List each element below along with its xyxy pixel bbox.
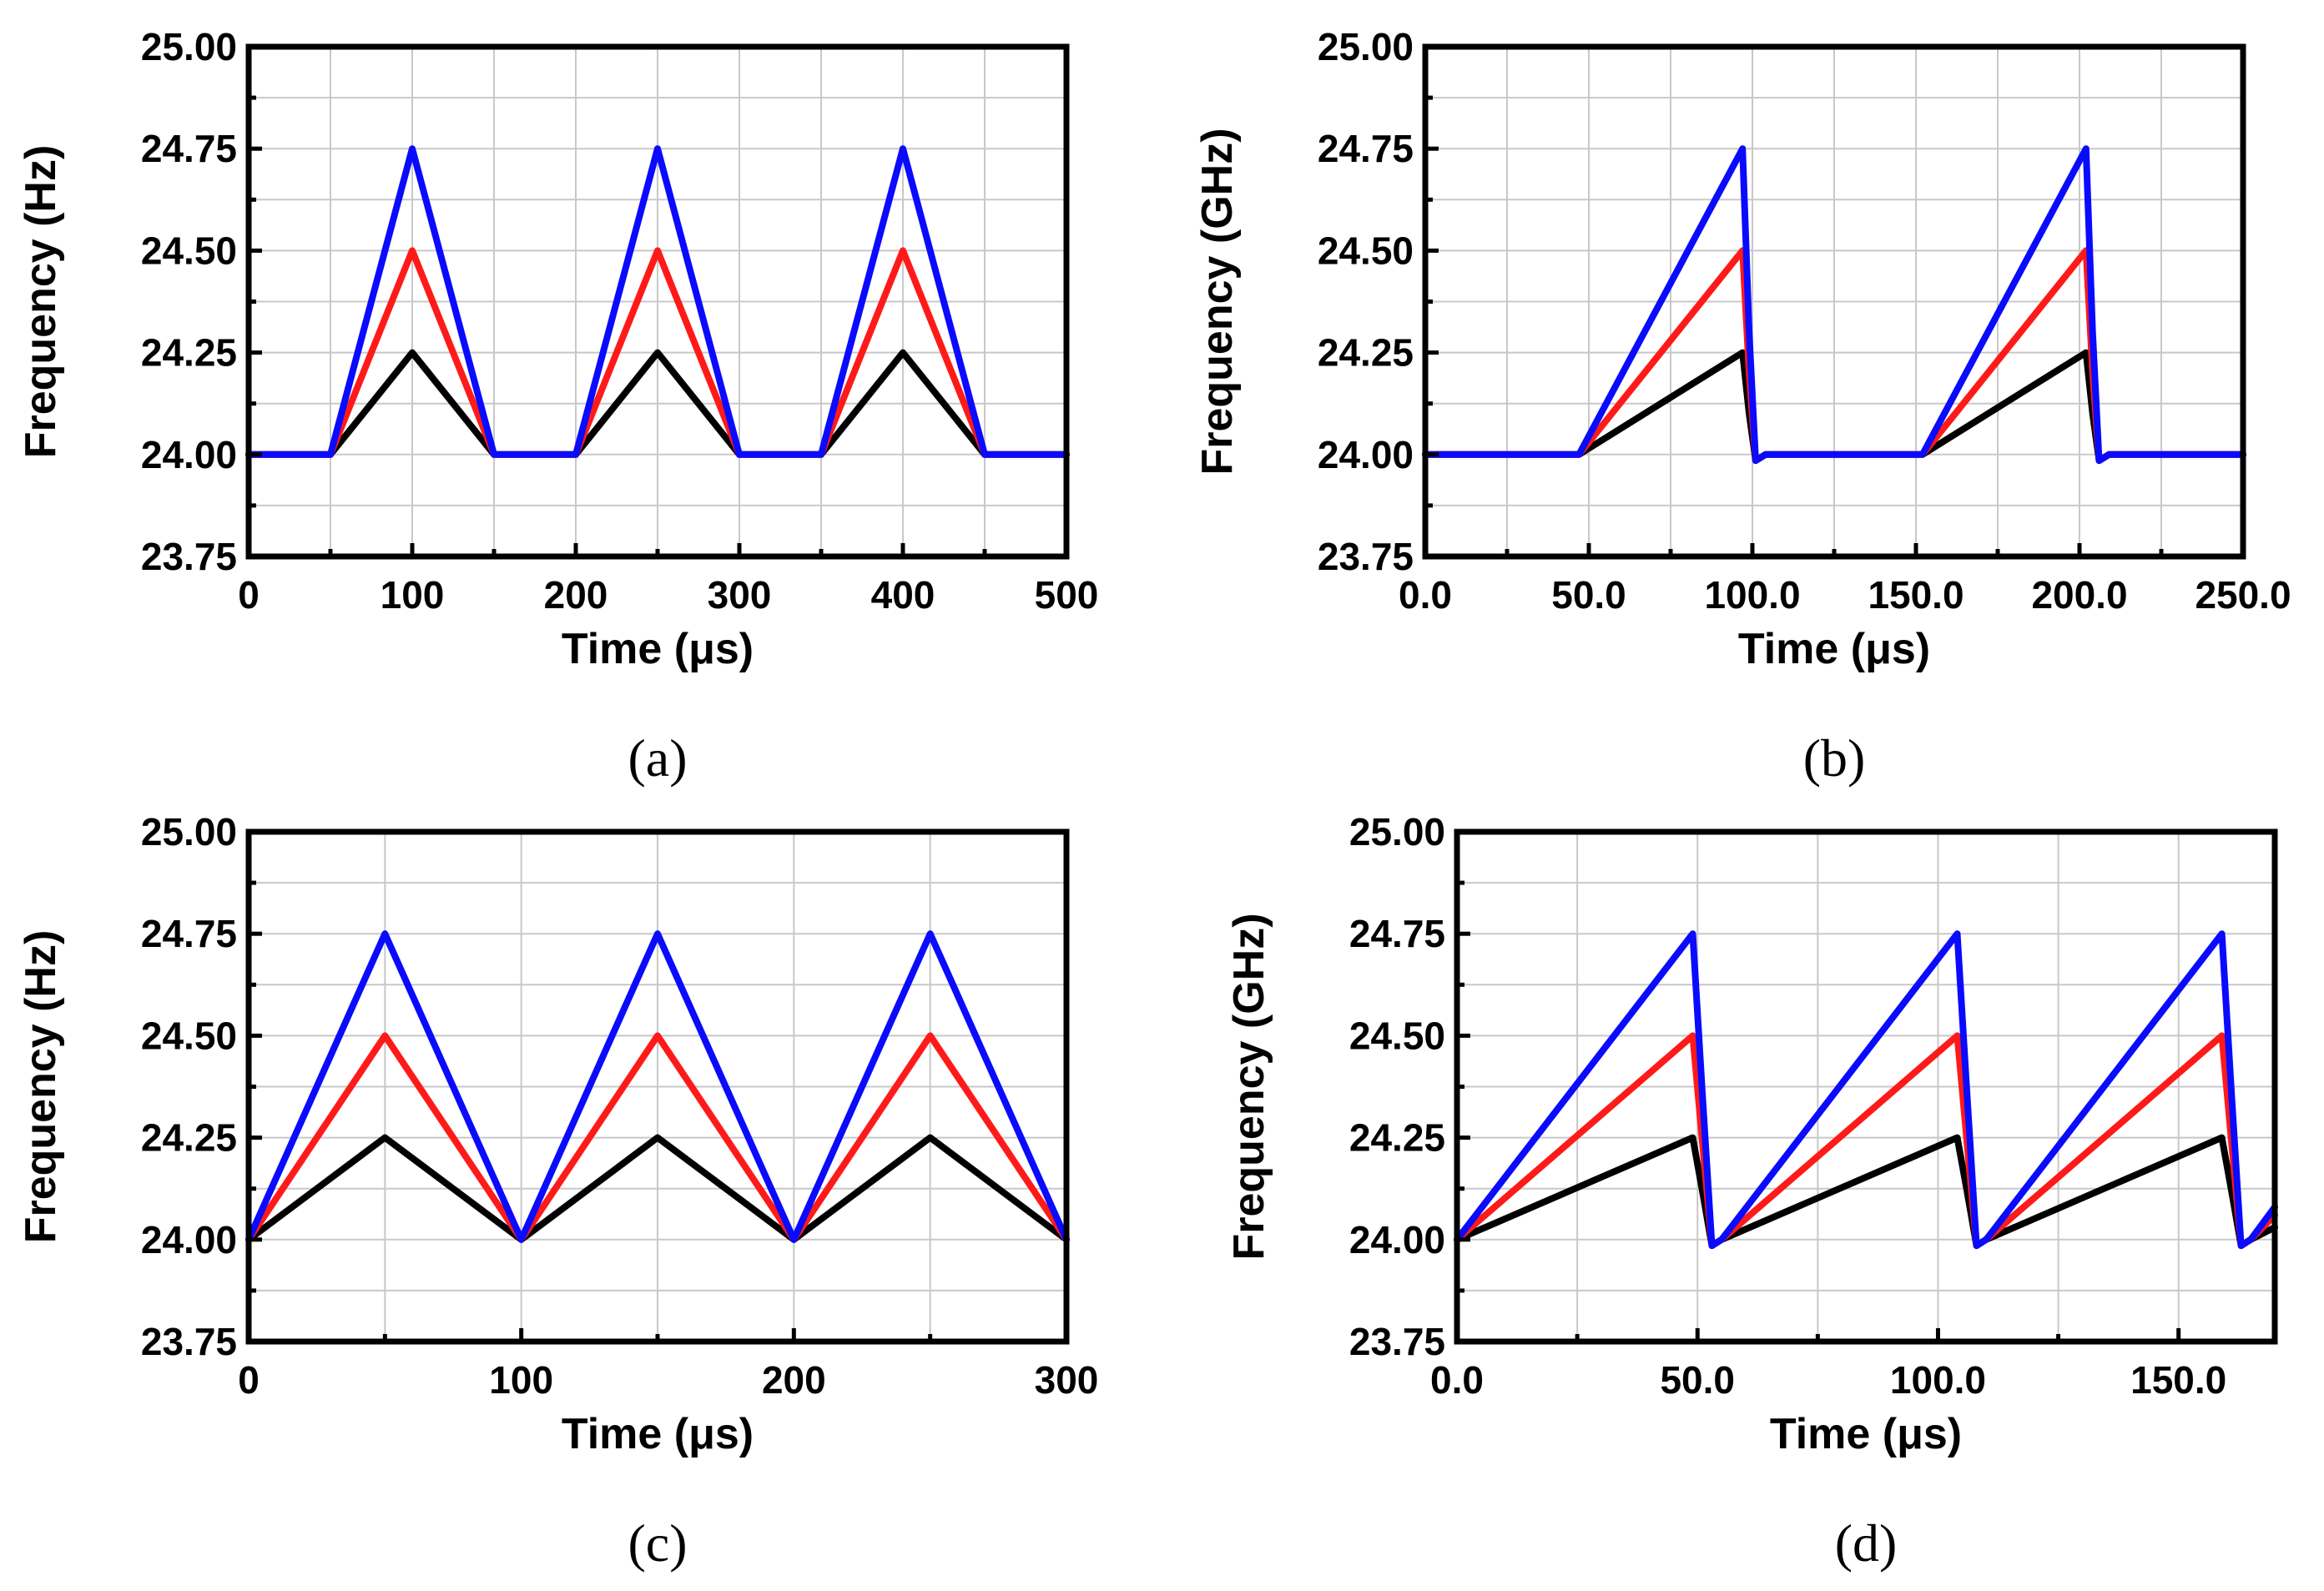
y-axis-title: Frequency (Hz) [17, 930, 65, 1244]
x-axis-title: Time (μs) [1770, 1410, 1962, 1458]
x-axis-title: Time (μs) [562, 625, 754, 673]
x-tick-label: 0.0 [1399, 573, 1452, 617]
series-line-black [1454, 1134, 2278, 1250]
x-tick-label: 200 [544, 573, 608, 617]
y-tick-label: 24.75 [141, 912, 237, 955]
y-tick-label: 24.50 [1349, 1014, 1445, 1057]
x-tick-label: 400 [871, 573, 935, 617]
series-line-black [245, 1134, 1070, 1243]
y-tick-label: 25.00 [1349, 810, 1445, 853]
x-axis-title: Time (μs) [562, 1410, 754, 1458]
x-tick-label: 150.0 [2130, 1358, 2226, 1402]
chart-panel-b: 0.0 50.0 100.0 150.0 200.0 250.0 23.75 24.00 24.… [1193, 25, 2291, 788]
x-tick-label: 100.0 [1704, 573, 1800, 617]
y-tick-label: 23.75 [1349, 1320, 1445, 1363]
x-tick-label: 200 [762, 1358, 826, 1402]
y-tick-label: 23.75 [141, 535, 237, 578]
panel-label: (b) [1803, 728, 1866, 788]
chart-panel-a: 0 100 200 300 400 500 23.75 24.00 24.25 24.50 24.7… [17, 25, 1098, 788]
y-tick-label: 24.00 [1318, 433, 1414, 476]
y-axis-title: Frequency (Hz) [17, 145, 65, 459]
x-tick-label: 100 [489, 1358, 553, 1402]
x-tick-label: 50.0 [1551, 573, 1626, 617]
y-tick-label: 24.25 [141, 331, 237, 375]
x-tick-label: 300 [708, 573, 772, 617]
series-line-red [245, 247, 1070, 458]
series-line-black [245, 349, 1070, 458]
y-tick-label: 24.00 [1349, 1218, 1445, 1261]
x-tick-label: 300 [1035, 1358, 1099, 1402]
y-tick-label: 24.50 [141, 1014, 237, 1057]
chart-panel-c: 0 100 200 300 23.75 24.00 24.25 24.50 24.75 25.00… [17, 810, 1098, 1573]
series-line-blue [245, 930, 1070, 1243]
y-tick-label: 23.75 [141, 1320, 237, 1363]
y-tick-label: 24.00 [141, 1218, 237, 1261]
panel-label: (c) [628, 1513, 687, 1573]
y-tick-label: 24.00 [141, 433, 237, 476]
y-tick-label: 24.25 [1349, 1116, 1445, 1160]
y-tick-label: 24.50 [141, 229, 237, 272]
x-tick-label: 500 [1035, 573, 1099, 617]
y-axis-title: Frequency (GHz) [1193, 128, 1242, 475]
y-tick-label: 24.75 [1349, 912, 1445, 955]
x-tick-label: 50.0 [1660, 1358, 1735, 1402]
x-tick-label: 0 [238, 573, 260, 617]
x-tick-label: 0 [238, 1358, 260, 1402]
y-axis-title: Frequency (GHz) [1225, 913, 1273, 1260]
chart-panel-d: 0.0 50.0 100.0 150.0 23.75 24.00 24.25 24.50 24.… [1225, 810, 2278, 1573]
series-line-blue [1422, 145, 2246, 465]
x-tick-label: 250.0 [2195, 573, 2291, 617]
x-tick-label: 0.0 [1430, 1358, 1484, 1402]
x-tick-label: 100.0 [1890, 1358, 1986, 1402]
y-tick-label: 25.00 [1318, 25, 1414, 68]
series-line-red [245, 1032, 1070, 1243]
panel-label: (d) [1835, 1513, 1898, 1573]
y-tick-label: 24.75 [1318, 127, 1414, 170]
series-line-red [1454, 1032, 2278, 1250]
y-tick-label: 24.75 [141, 127, 237, 170]
series-line-blue [245, 145, 1070, 458]
y-tick-label: 24.25 [1318, 331, 1414, 375]
x-tick-label: 200.0 [2031, 573, 2127, 617]
y-tick-label: 23.75 [1318, 535, 1414, 578]
panel-label: (a) [628, 728, 687, 788]
x-axis-title: Time (μs) [1738, 625, 1930, 673]
y-tick-label: 25.00 [141, 25, 237, 68]
y-tick-label: 25.00 [141, 810, 237, 853]
series-line-blue [1454, 930, 2278, 1250]
y-tick-label: 24.50 [1318, 229, 1414, 272]
y-tick-label: 24.25 [141, 1116, 237, 1160]
x-tick-label: 150.0 [1868, 573, 1964, 617]
x-tick-label: 100 [381, 573, 445, 617]
